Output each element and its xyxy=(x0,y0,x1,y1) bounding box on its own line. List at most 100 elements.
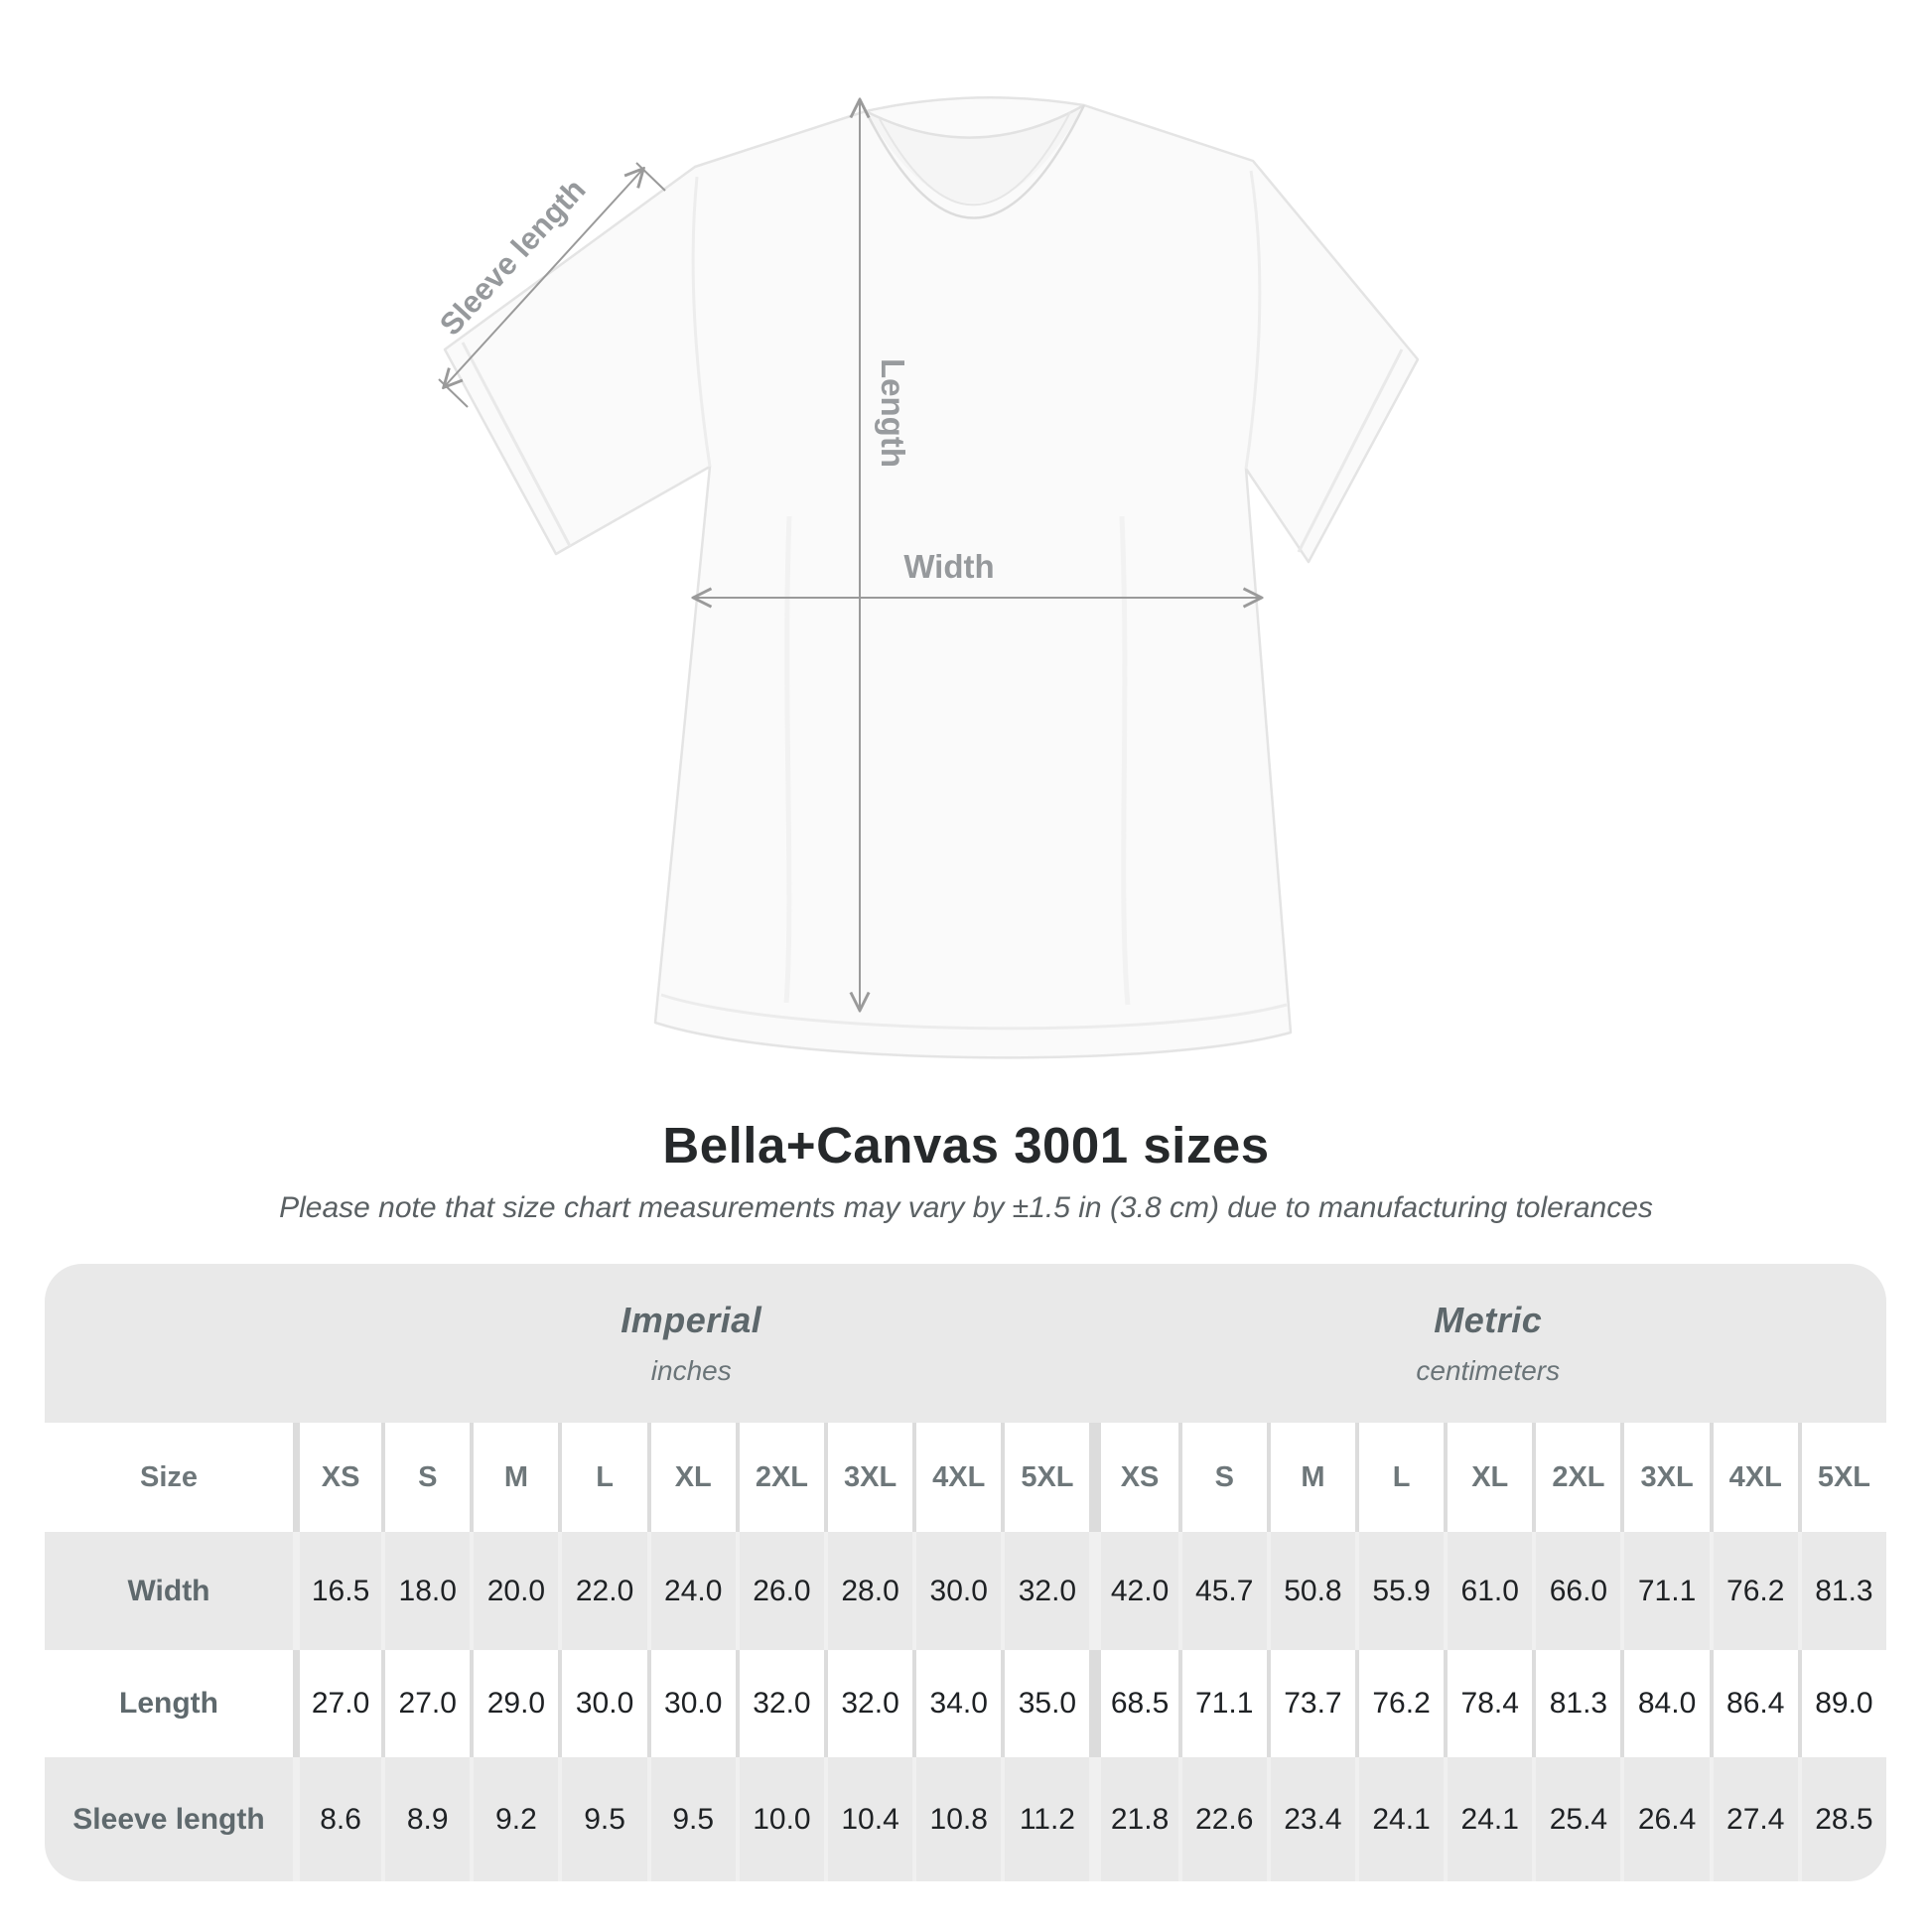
row-label-length: Length xyxy=(45,1650,293,1757)
measurement-value-cell: 45.7 xyxy=(1177,1532,1267,1650)
tshirt-measurement-diagram: Sleeve length Length Width xyxy=(433,96,1420,1059)
measurement-value-cell: 23.4 xyxy=(1266,1757,1355,1881)
measurement-value-cell: 71.1 xyxy=(1177,1650,1267,1757)
right-sleeve-seam xyxy=(1244,170,1262,470)
measurement-value-cell: 50.8 xyxy=(1266,1532,1355,1650)
left-sleeve-seam xyxy=(691,176,712,468)
imperial-group-header: Imperial inches xyxy=(293,1300,1090,1387)
sleeve-length-end-tick xyxy=(635,162,666,192)
measurement-value-cell: 78.4 xyxy=(1444,1650,1533,1757)
measurement-value-cell: 26.0 xyxy=(735,1532,824,1650)
measurement-value-cell: 29.0 xyxy=(470,1650,559,1757)
measurement-value-cell: 28.5 xyxy=(1797,1757,1886,1881)
measurement-value-cell: 8.6 xyxy=(293,1757,381,1881)
measurement-value-cell: 81.3 xyxy=(1532,1650,1621,1757)
metric-group-header: Metric centimeters xyxy=(1090,1300,1887,1387)
size-header-cell: 5XL xyxy=(1001,1423,1090,1532)
measurement-value-cell: 9.5 xyxy=(558,1757,646,1881)
measurement-value-cell: 28.0 xyxy=(823,1532,912,1650)
size-header-cell: L xyxy=(558,1423,647,1532)
measurement-value-cell: 71.1 xyxy=(1620,1532,1709,1650)
size-header-cell: 2XL xyxy=(1532,1423,1621,1532)
page-subtitle: Please note that size chart measurements… xyxy=(279,1191,1653,1224)
size-header-cell: 5XL xyxy=(1797,1423,1886,1532)
size-header-cell: 3XL xyxy=(1620,1423,1710,1532)
tshirt-body xyxy=(443,96,1420,1059)
size-header-cell: 4XL xyxy=(1709,1423,1798,1532)
measurement-value-cell: 30.0 xyxy=(646,1650,736,1757)
row-label-sleeve-length: Sleeve length xyxy=(72,1802,265,1836)
measurement-value-cell: 32.0 xyxy=(823,1650,913,1757)
collar-scoop-inner xyxy=(879,111,1071,207)
measurement-value-cell: 10.8 xyxy=(912,1757,1001,1881)
measurement-value-cell: 9.5 xyxy=(646,1757,736,1881)
size-header-cell: XL xyxy=(646,1423,736,1532)
measurement-value-cell: 61.0 xyxy=(1444,1532,1532,1650)
measurement-value-cell: 32.0 xyxy=(735,1650,824,1757)
length-label: Length xyxy=(875,358,911,468)
measurement-value-cell: 42.0 xyxy=(1089,1532,1177,1650)
measurement-value-cell: 81.3 xyxy=(1797,1532,1886,1650)
measurement-value-cell: 30.0 xyxy=(558,1650,647,1757)
size-table-grid: Size XS S M L XL 2XL 3XL 4XL 5XL XS S M … xyxy=(45,1423,1886,1881)
measurement-value-cell: 9.2 xyxy=(470,1757,558,1881)
metric-group-label: Metric xyxy=(1434,1300,1543,1340)
fold-line xyxy=(783,515,792,1004)
size-header-cell: M xyxy=(470,1423,559,1532)
imperial-group-label: Imperial xyxy=(621,1300,762,1340)
measurement-value-cell: 30.0 xyxy=(912,1532,1001,1650)
collar-scoop-outer xyxy=(864,104,1086,219)
measurement-value-cell: 73.7 xyxy=(1266,1650,1355,1757)
measurement-value-cell: 11.2 xyxy=(1001,1757,1089,1881)
measurement-value-cell: 10.4 xyxy=(823,1757,912,1881)
size-header-cell: XL xyxy=(1444,1423,1533,1532)
size-column-header: Size xyxy=(45,1423,293,1532)
measurement-value-cell: 27.0 xyxy=(293,1650,382,1757)
collar-back-band xyxy=(865,103,1085,139)
row-label-width: Width xyxy=(127,1574,210,1607)
measurement-value-cell: 16.5 xyxy=(293,1532,381,1650)
metric-group-unit: centimeters xyxy=(1416,1355,1561,1386)
unit-group-header-row: Imperial inches Metric centimeters xyxy=(45,1264,1886,1423)
measurement-value-cell: 35.0 xyxy=(1001,1650,1090,1757)
measurement-value-cell: 76.2 xyxy=(1709,1532,1798,1650)
size-header-cell: S xyxy=(381,1423,471,1532)
measurement-value-cell: 34.0 xyxy=(912,1650,1002,1757)
hem-seam xyxy=(660,993,1288,1031)
measurement-value-cell: 55.9 xyxy=(1354,1532,1444,1650)
size-header-cell: XS xyxy=(293,1423,382,1532)
sleeve-length-end-tick xyxy=(438,378,469,408)
size-header-cell: M xyxy=(1266,1423,1355,1532)
measurement-value-cell: 10.0 xyxy=(735,1757,824,1881)
size-header-cell: 3XL xyxy=(823,1423,913,1532)
width-label: Width xyxy=(903,548,994,585)
size-header-cell: XS xyxy=(1089,1423,1178,1532)
page-title: Bella+Canvas 3001 sizes xyxy=(662,1117,1270,1173)
measurement-value-cell: 24.1 xyxy=(1354,1757,1444,1881)
measurement-value-cell: 25.4 xyxy=(1532,1757,1620,1881)
measurement-value-cell: 20.0 xyxy=(470,1532,558,1650)
measurement-value-cell: 68.5 xyxy=(1089,1650,1178,1757)
measurement-value-cell: 21.8 xyxy=(1089,1757,1177,1881)
right-cuff-seam xyxy=(1297,348,1404,553)
measurement-value-cell: 84.0 xyxy=(1620,1650,1710,1757)
measurement-value-cell: 66.0 xyxy=(1532,1532,1620,1650)
measurement-value-cell: 76.2 xyxy=(1354,1650,1445,1757)
imperial-group-unit: inches xyxy=(650,1355,732,1386)
measurement-value-cell: 27.4 xyxy=(1709,1757,1798,1881)
measurement-value-cell: 22.6 xyxy=(1177,1757,1267,1881)
measurement-value-cell: 24.0 xyxy=(646,1532,736,1650)
size-table: Imperial inches Metric centimeters Size … xyxy=(45,1264,1886,1881)
size-header-cell: 4XL xyxy=(912,1423,1002,1532)
measurement-value-cell: 22.0 xyxy=(558,1532,646,1650)
size-header-cell: 2XL xyxy=(735,1423,824,1532)
measurement-value-cell: 89.0 xyxy=(1797,1650,1886,1757)
measurement-value-cell: 8.9 xyxy=(381,1757,470,1881)
sleeve-length-dimension-line xyxy=(445,170,642,386)
size-header-cell: L xyxy=(1354,1423,1445,1532)
measurement-value-cell: 27.0 xyxy=(381,1650,471,1757)
measurement-value-cell: 24.1 xyxy=(1444,1757,1532,1881)
measurement-value-cell: 32.0 xyxy=(1001,1532,1089,1650)
measurement-value-cell: 26.4 xyxy=(1620,1757,1709,1881)
